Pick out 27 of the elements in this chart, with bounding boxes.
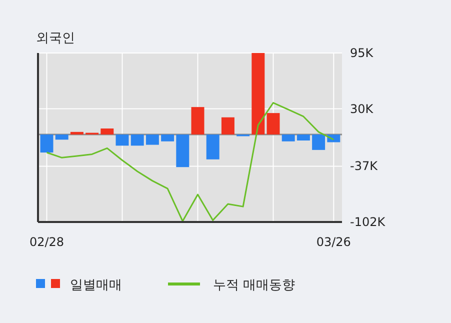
legend-label: 일별매매 <box>70 278 122 293</box>
y-tick-label: 30K <box>350 102 374 116</box>
chart-title: 외국인 <box>36 31 75 46</box>
bar <box>312 134 326 150</box>
bar <box>252 53 265 134</box>
bar <box>146 134 159 145</box>
bar <box>100 128 114 134</box>
line-series <box>46 102 334 222</box>
bar <box>116 134 129 146</box>
y-tick-label: -102K <box>350 215 386 229</box>
bar <box>206 134 220 160</box>
x-tick-label: 02/28 <box>29 235 64 249</box>
y-tick-label: 95K <box>350 46 374 60</box>
bar <box>176 134 190 168</box>
x-tick-label: 03/26 <box>316 235 351 249</box>
bar <box>296 134 310 140</box>
bar <box>191 107 204 134</box>
bar <box>161 134 174 142</box>
bar <box>282 134 295 142</box>
bar <box>55 134 68 140</box>
bar <box>221 117 234 134</box>
bar <box>40 134 54 153</box>
bar <box>130 134 144 146</box>
bar <box>70 132 84 134</box>
bar <box>266 113 280 134</box>
y-tick-label: -37K <box>350 159 379 174</box>
legend-label: 누적 매매동향 <box>213 278 296 293</box>
